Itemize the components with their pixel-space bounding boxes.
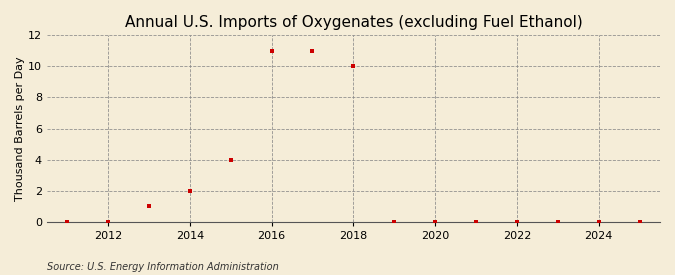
Point xyxy=(103,219,113,224)
Point xyxy=(266,49,277,53)
Point xyxy=(348,64,359,68)
Point xyxy=(552,219,563,224)
Point xyxy=(593,219,604,224)
Title: Annual U.S. Imports of Oxygenates (excluding Fuel Ethanol): Annual U.S. Imports of Oxygenates (exclu… xyxy=(124,15,583,30)
Point xyxy=(225,157,236,162)
Point xyxy=(389,219,400,224)
Point xyxy=(470,219,481,224)
Point xyxy=(634,219,645,224)
Y-axis label: Thousand Barrels per Day: Thousand Barrels per Day xyxy=(15,56,25,201)
Point xyxy=(430,219,441,224)
Point xyxy=(307,49,318,53)
Point xyxy=(184,188,195,193)
Point xyxy=(62,219,73,224)
Text: Source: U.S. Energy Information Administration: Source: U.S. Energy Information Administ… xyxy=(47,262,279,272)
Point xyxy=(512,219,522,224)
Point xyxy=(144,204,155,208)
